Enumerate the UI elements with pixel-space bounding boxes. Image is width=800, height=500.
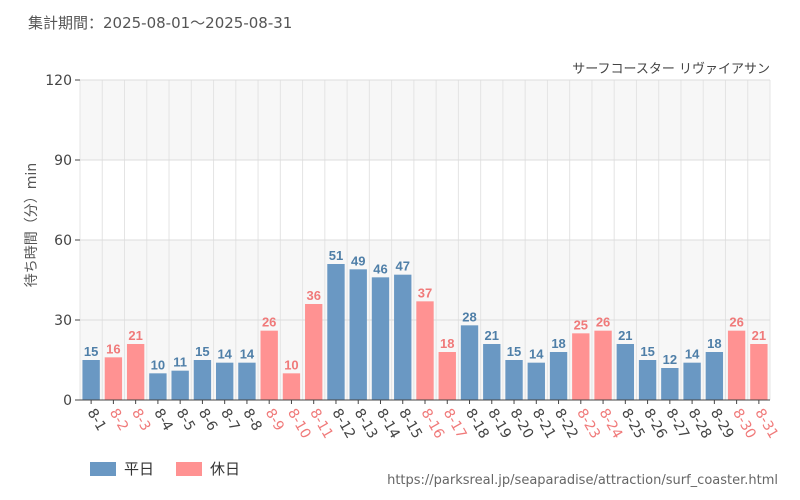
bar-8-23 (572, 333, 590, 400)
bar-8-28 (683, 362, 701, 400)
source-url-link[interactable]: https://parksreal.jp/seaparadise/attract… (387, 473, 778, 488)
value-label: 15 (195, 344, 209, 359)
legend: 平日 休日 (90, 458, 262, 479)
legend-label-weekday: 平日 (124, 460, 155, 478)
value-label: 21 (128, 328, 142, 343)
bar-8-18 (460, 325, 479, 400)
bar-8-24 (594, 330, 612, 400)
value-label: 51 (329, 248, 343, 263)
x-tick-label: 8-4 (150, 406, 175, 434)
value-label: 21 (485, 328, 499, 343)
bar-8-16 (416, 301, 434, 400)
y-tick-label: 30 (54, 313, 72, 329)
bar-8-9 (260, 330, 278, 400)
value-label: 18 (440, 336, 454, 351)
chart-title: サーフコースター リヴァイアサン (572, 61, 770, 77)
value-label: 26 (262, 315, 276, 330)
bar-8-6 (193, 360, 212, 400)
bar-8-15 (394, 274, 412, 400)
bar-8-5 (171, 370, 189, 400)
legend-item-weekday: 平日 (90, 458, 154, 479)
x-tick-label: 8-1 (84, 406, 109, 434)
bar-8-2 (104, 357, 123, 400)
collection-period: 集計期間：2025-08-01～2025-08-31 (28, 14, 293, 32)
bar-8-13 (349, 269, 367, 400)
value-label: 16 (106, 341, 120, 356)
value-label: 36 (306, 288, 320, 303)
value-label: 10 (151, 357, 165, 372)
value-label: 46 (373, 261, 387, 276)
value-label: 15 (84, 344, 98, 359)
bar-8-22 (549, 352, 568, 400)
bar-8-30 (727, 330, 746, 400)
x-tick-label: 8-3 (128, 406, 153, 434)
x-tick-labels: 8-18-28-38-48-58-68-78-88-98-108-118-128… (84, 400, 781, 442)
bar-8-26 (638, 360, 657, 400)
x-tick-label: 8-8 (239, 406, 264, 434)
legend-swatch-holiday (176, 461, 203, 476)
value-label: 15 (640, 344, 654, 359)
legend-label-holiday: 休日 (210, 460, 241, 478)
x-tick-label: 8-6 (195, 406, 220, 434)
value-label: 14 (240, 347, 255, 362)
bar-series (82, 264, 768, 400)
y-tick-label: 0 (63, 393, 72, 409)
value-labels: 15 16 21 10 11 15 14 14 26 10 36 51 49 46 47 37 18 28 21 15… (84, 248, 766, 372)
x-tick-label: 8-31 (751, 406, 781, 442)
bar-8-29 (705, 352, 724, 400)
value-label: 47 (396, 259, 410, 274)
x-tick-label: 8-5 (173, 406, 198, 434)
bar-8-21 (527, 362, 545, 400)
value-label: 18 (551, 336, 565, 351)
bar-8-1 (82, 360, 100, 400)
value-label: 28 (462, 309, 476, 324)
bar-8-10 (282, 373, 301, 400)
legend-item-holiday: 休日 (176, 458, 240, 479)
x-tick-label: 8-7 (217, 406, 242, 434)
bar-8-19 (483, 344, 501, 400)
value-label: 15 (507, 344, 521, 359)
value-label: 21 (618, 328, 632, 343)
value-label: 26 (596, 315, 610, 330)
x-tick-label: 8-2 (106, 406, 131, 434)
value-label: 11 (173, 355, 187, 370)
value-label: 37 (418, 285, 432, 300)
y-tick-label: 90 (54, 153, 72, 169)
x-tick-label: 8-9 (262, 406, 287, 434)
bar-8-25 (616, 344, 635, 400)
bar-8-4 (149, 373, 167, 400)
bar-8-12 (327, 264, 345, 400)
bar-8-11 (305, 304, 323, 400)
value-label: 10 (284, 357, 298, 372)
bar-8-27 (661, 368, 679, 400)
legend-swatch-weekday (90, 461, 116, 476)
y-tick-label: 120 (45, 73, 72, 89)
bar-8-7 (215, 362, 234, 400)
bar-8-8 (238, 362, 256, 400)
value-label: 14 (529, 347, 544, 362)
bar-8-20 (505, 360, 523, 400)
y-tick-labels: 0 30 60 90 120 (45, 73, 80, 409)
plot-band (80, 160, 770, 240)
value-label: 49 (351, 253, 365, 268)
value-label: 18 (707, 336, 721, 351)
bar-8-31 (750, 344, 768, 400)
value-label: 21 (752, 328, 766, 343)
value-label: 25 (574, 317, 588, 332)
bar-8-14 (371, 277, 390, 400)
bar-8-3 (126, 344, 145, 400)
value-label: 14 (685, 347, 700, 362)
value-label: 14 (217, 347, 232, 362)
value-label: 26 (729, 315, 743, 330)
bar-8-17 (438, 352, 456, 400)
value-label: 12 (663, 352, 677, 367)
y-tick-label: 60 (54, 233, 72, 249)
y-axis-label: 待ち時間（分）min (24, 163, 40, 287)
